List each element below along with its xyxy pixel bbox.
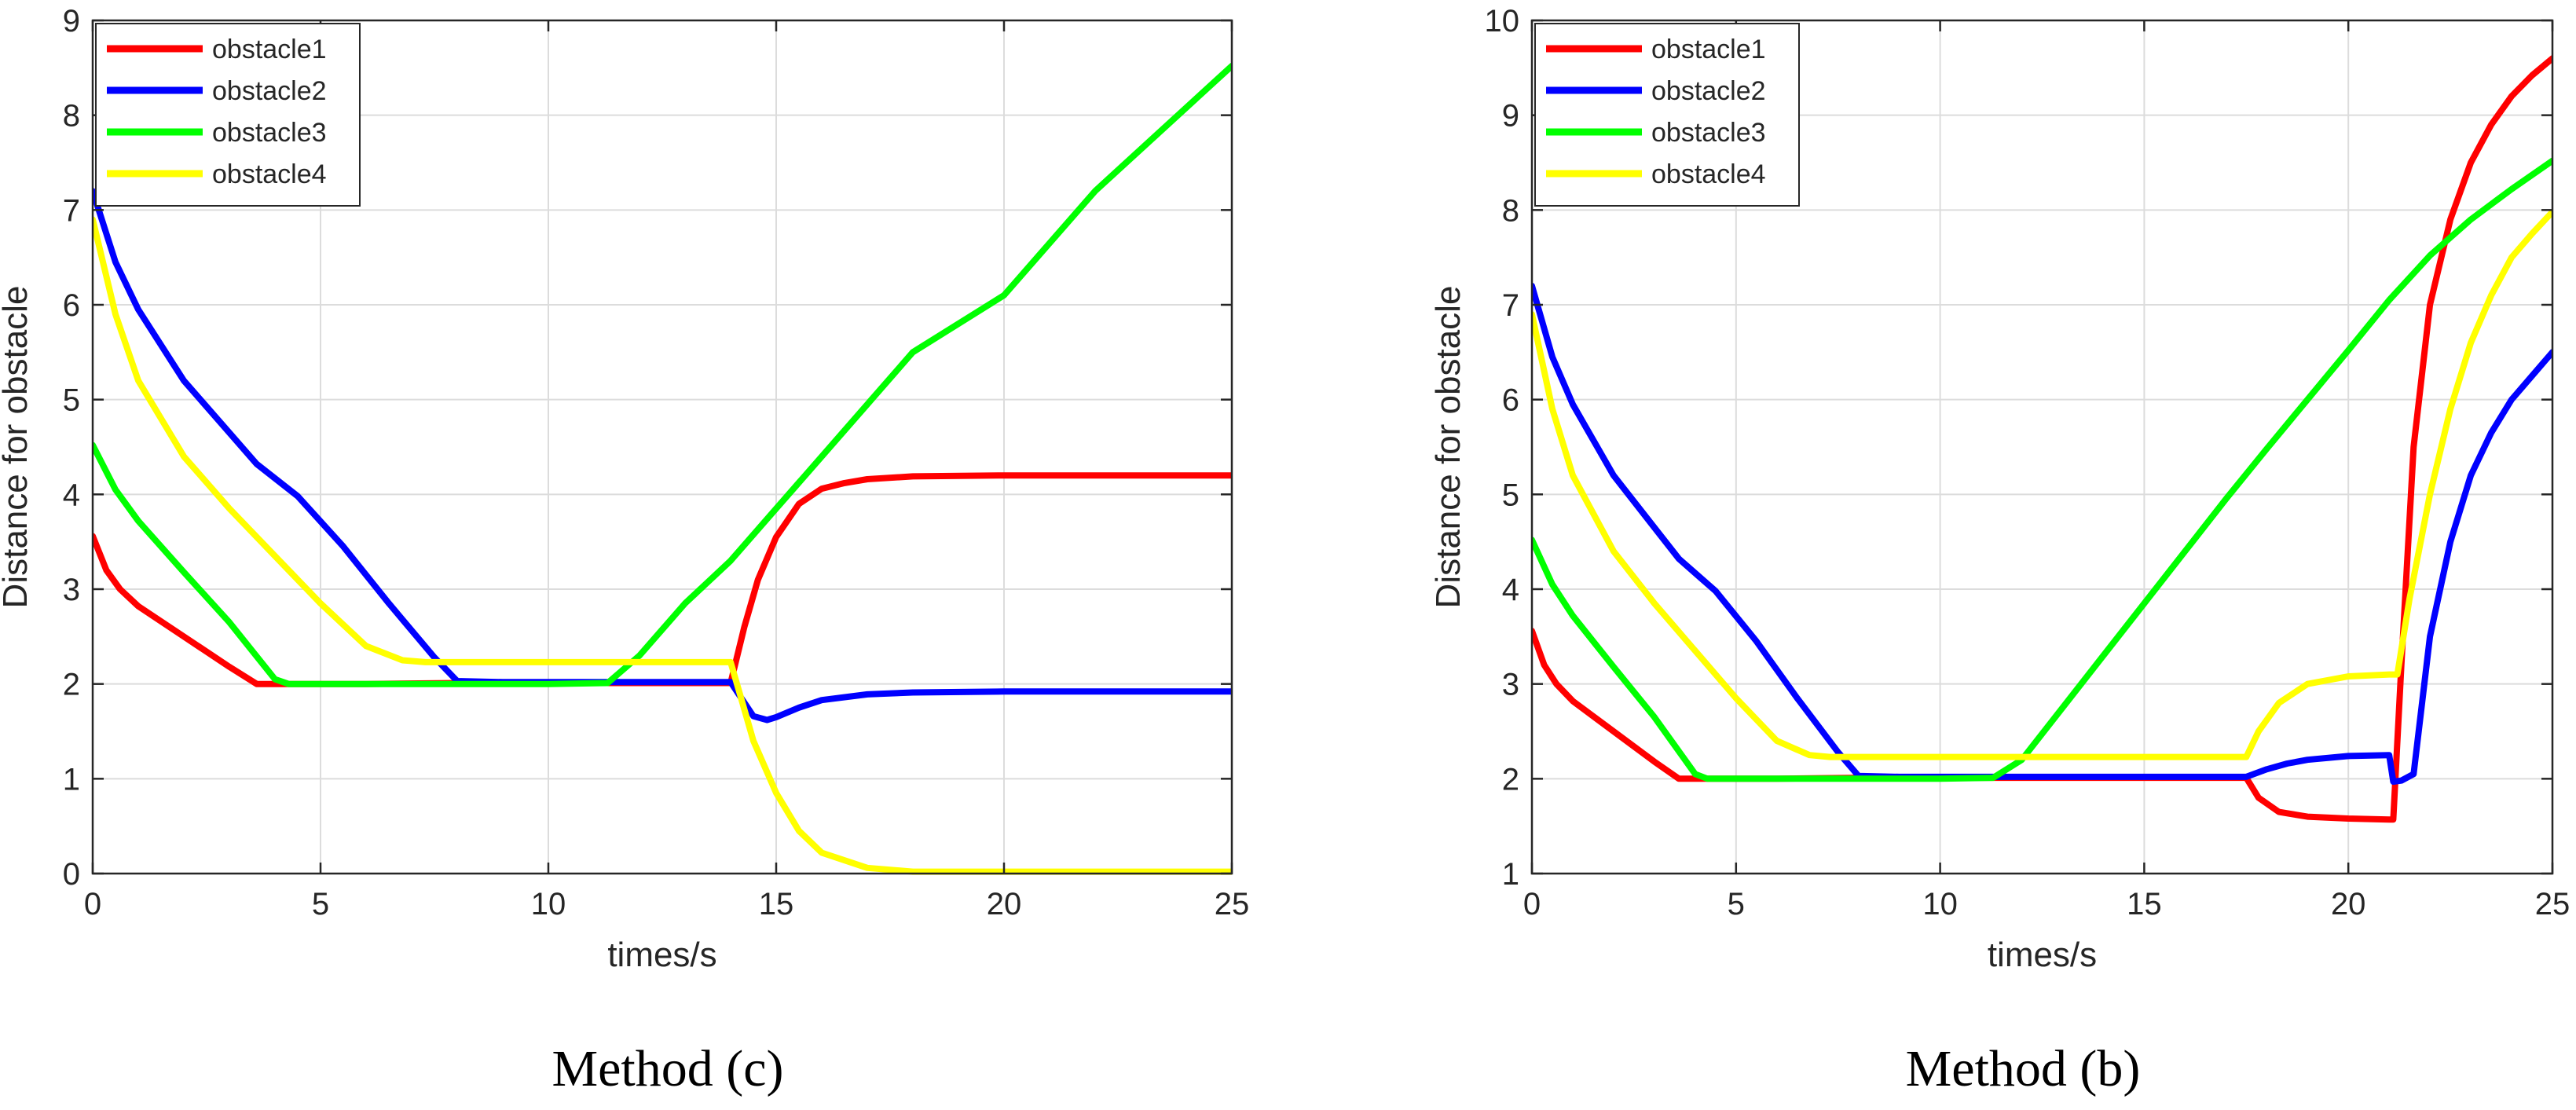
legend-label: obstacle1	[1651, 35, 1766, 64]
y-tick-label: 4	[1502, 573, 1519, 607]
legend-label: obstacle3	[212, 118, 327, 148]
series-line-obstacle1	[1532, 55, 2552, 823]
series-line-obstacle2	[1532, 282, 2552, 785]
series-line-obstacle4	[93, 216, 1232, 875]
x-tick-label: 10	[531, 887, 566, 921]
y-tick-label: 5	[63, 383, 80, 418]
y-tick-label: 2	[63, 668, 80, 702]
y-axis-label: Distance for obstacle	[0, 286, 35, 609]
x-tick-label: 0	[1523, 887, 1541, 921]
x-tick-label: 25	[2535, 887, 2571, 921]
y-axis-label: Distance for obstacle	[1429, 286, 1468, 609]
figure-caption: Method (c)	[551, 1040, 783, 1097]
legend: obstacle1 obstacle2 obstacle3 obstacle4	[1534, 23, 1800, 207]
y-tick-label: 5	[1502, 478, 1519, 512]
y-tick-label: 9	[1502, 99, 1519, 134]
y-tick-label: 6	[63, 288, 80, 323]
y-tick-label: 8	[1502, 193, 1519, 228]
y-tick-label: 10	[1485, 4, 1520, 38]
legend-label: obstacle4	[212, 159, 327, 189]
legend-label: obstacle3	[1651, 118, 1766, 148]
x-tick-label: 25	[1215, 887, 1250, 921]
plot-area-frame	[91, 19, 1233, 875]
y-tick-label: 1	[1502, 857, 1519, 892]
y-tick-label: 8	[63, 99, 80, 134]
y-tick-label: 9	[63, 4, 80, 38]
y-tick-label: 3	[1502, 668, 1519, 702]
chart-panel-1: 0 5 10 15 20 25 0 1 2 3 4 5 6 7 8 9 times/s Distance for …	[0, 4, 1249, 1097]
y-tick-label: 7	[1502, 288, 1519, 323]
legend-label: obstacle4	[1651, 159, 1766, 189]
series-line-obstacle3	[93, 62, 1232, 687]
x-tick-label: 20	[987, 887, 1022, 921]
x-tick-label: 15	[759, 887, 794, 921]
series-line-obstacle1	[93, 472, 1232, 687]
y-tick-label: 7	[63, 193, 80, 228]
series-lines	[93, 62, 1232, 875]
figure-caption: Method (b)	[1906, 1040, 2141, 1097]
legend-label: obstacle1	[212, 35, 327, 64]
x-tick-label: 5	[1728, 887, 1745, 921]
y-tick-label: 2	[1502, 762, 1519, 797]
y-tick-label: 3	[63, 573, 80, 607]
chart-panel-2: 0 5 10 15 20 25 1 2 3 4 5 6 7 8 9 10 times/s Distance for…	[1429, 4, 2570, 1097]
x-tick-label: 15	[2127, 887, 2162, 921]
x-axis-label: times/s	[1988, 936, 2097, 974]
x-tick-label: 0	[84, 887, 101, 921]
x-axis-label: times/s	[607, 936, 716, 974]
x-tick-label: 5	[312, 887, 329, 921]
series-line-obstacle4	[1532, 208, 2552, 760]
plot-area-frame	[1530, 19, 2554, 875]
legend-label: obstacle2	[1651, 76, 1766, 106]
y-tick-label: 4	[63, 478, 80, 512]
series-line-obstacle3	[1532, 157, 2552, 782]
x-tick-label: 20	[2331, 887, 2366, 921]
x-tick-label: 10	[1922, 887, 1958, 921]
y-tick-label: 1	[63, 762, 80, 797]
legend: obstacle1 obstacle2 obstacle3 obstacle4	[95, 23, 361, 207]
series-lines	[1532, 55, 2552, 823]
y-tick-label: 0	[63, 857, 80, 892]
y-tick-label: 6	[1502, 383, 1519, 418]
legend-label: obstacle2	[212, 76, 327, 106]
series-line-obstacle2	[93, 188, 1232, 724]
